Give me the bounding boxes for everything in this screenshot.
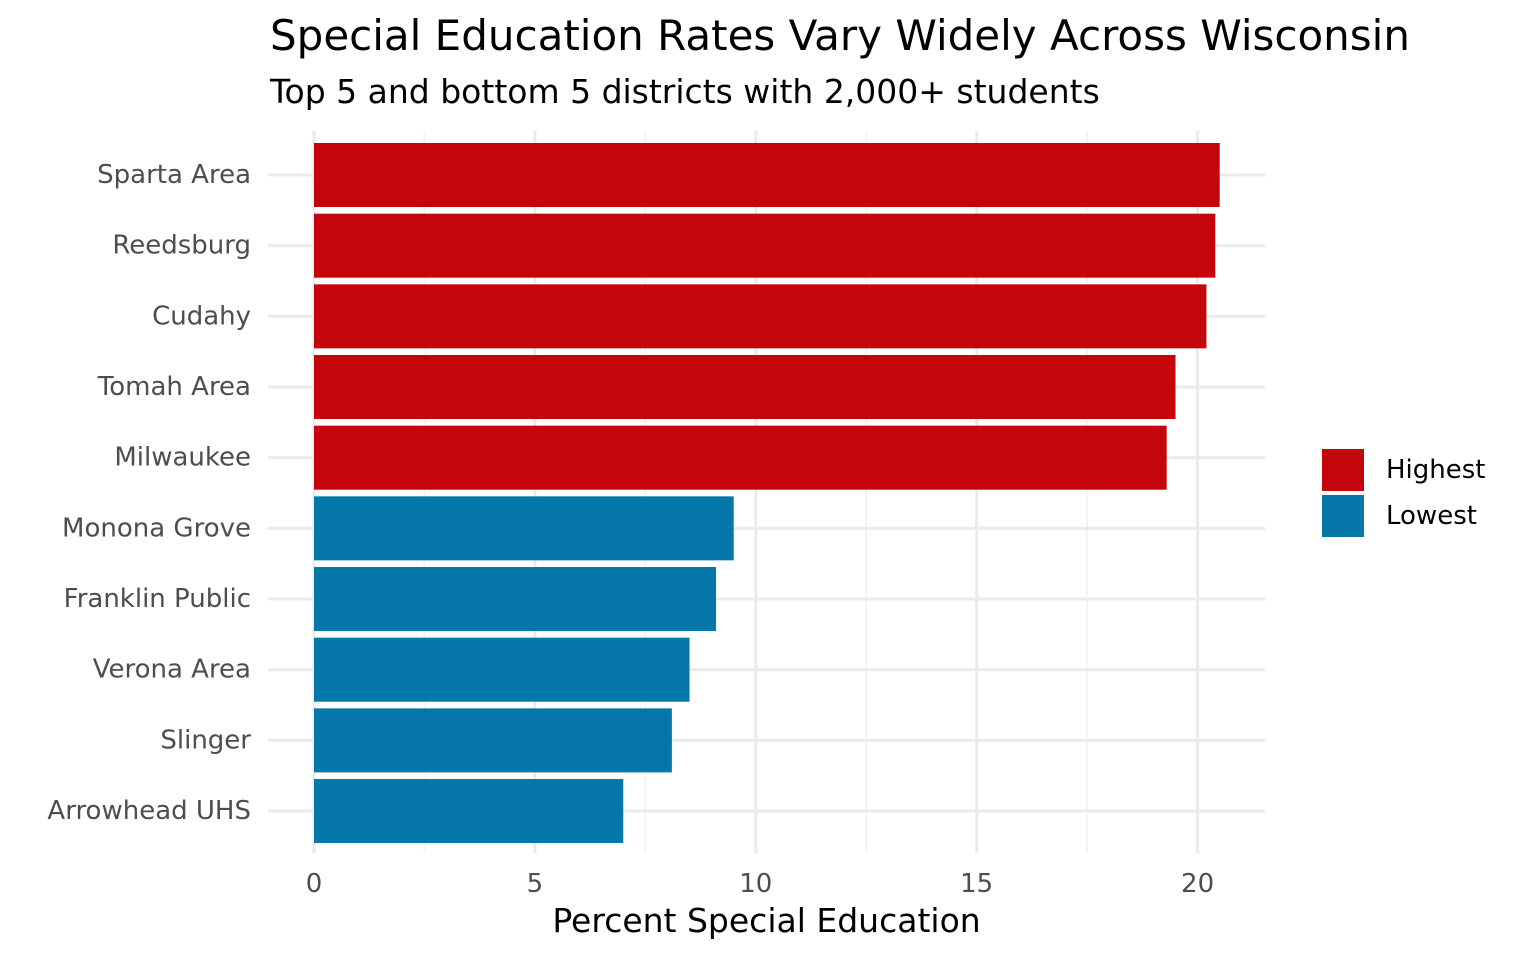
y-tick-label: Reedsburg xyxy=(112,231,251,261)
bar xyxy=(314,567,717,632)
legend-key xyxy=(1322,495,1364,537)
x-tick-label: 10 xyxy=(739,869,772,899)
bar xyxy=(314,213,1216,278)
legend-label: Lowest xyxy=(1386,501,1477,531)
legend-label: Highest xyxy=(1386,455,1486,485)
bar xyxy=(314,284,1207,349)
legend: Highest Lowest xyxy=(1322,449,1486,537)
x-tick-label: 0 xyxy=(306,869,323,899)
y-tick-label: Sparta Area xyxy=(97,160,251,190)
y-tick-label: Arrowhead UHS xyxy=(47,796,251,826)
bar xyxy=(314,637,690,702)
bar xyxy=(314,708,672,773)
y-tick-label: Slinger xyxy=(160,725,251,755)
y-tick-label: Monona Grove xyxy=(62,513,251,543)
x-axis-title: Percent Special Education xyxy=(552,901,980,940)
chart-subtitle: Top 5 and bottom 5 districts with 2,000+… xyxy=(270,72,1100,111)
y-tick-label: Milwaukee xyxy=(114,443,251,473)
legend-key xyxy=(1322,449,1364,491)
bar xyxy=(314,355,1176,420)
y-tick-label: Franklin Public xyxy=(64,584,251,614)
x-tick-label: 20 xyxy=(1181,869,1214,899)
y-tick-label: Cudahy xyxy=(152,301,251,331)
y-axis-tick-labels: Sparta Area Reedsburg Cudahy Tomah Area Milw… xyxy=(47,160,251,826)
y-tick-label: Tomah Area xyxy=(97,372,251,402)
chart-title: Special Education Rates Vary Widely Acro… xyxy=(270,11,1410,60)
bars xyxy=(314,143,1220,844)
x-tick-label: 15 xyxy=(960,869,993,899)
bar xyxy=(314,779,624,844)
bar xyxy=(314,143,1220,207)
x-tick-label: 5 xyxy=(527,869,544,899)
bar xyxy=(314,425,1167,490)
y-tick-label: Verona Area xyxy=(93,655,251,685)
bar xyxy=(314,496,734,561)
x-axis-tick-labels: 0 5 10 15 20 xyxy=(306,869,1214,899)
